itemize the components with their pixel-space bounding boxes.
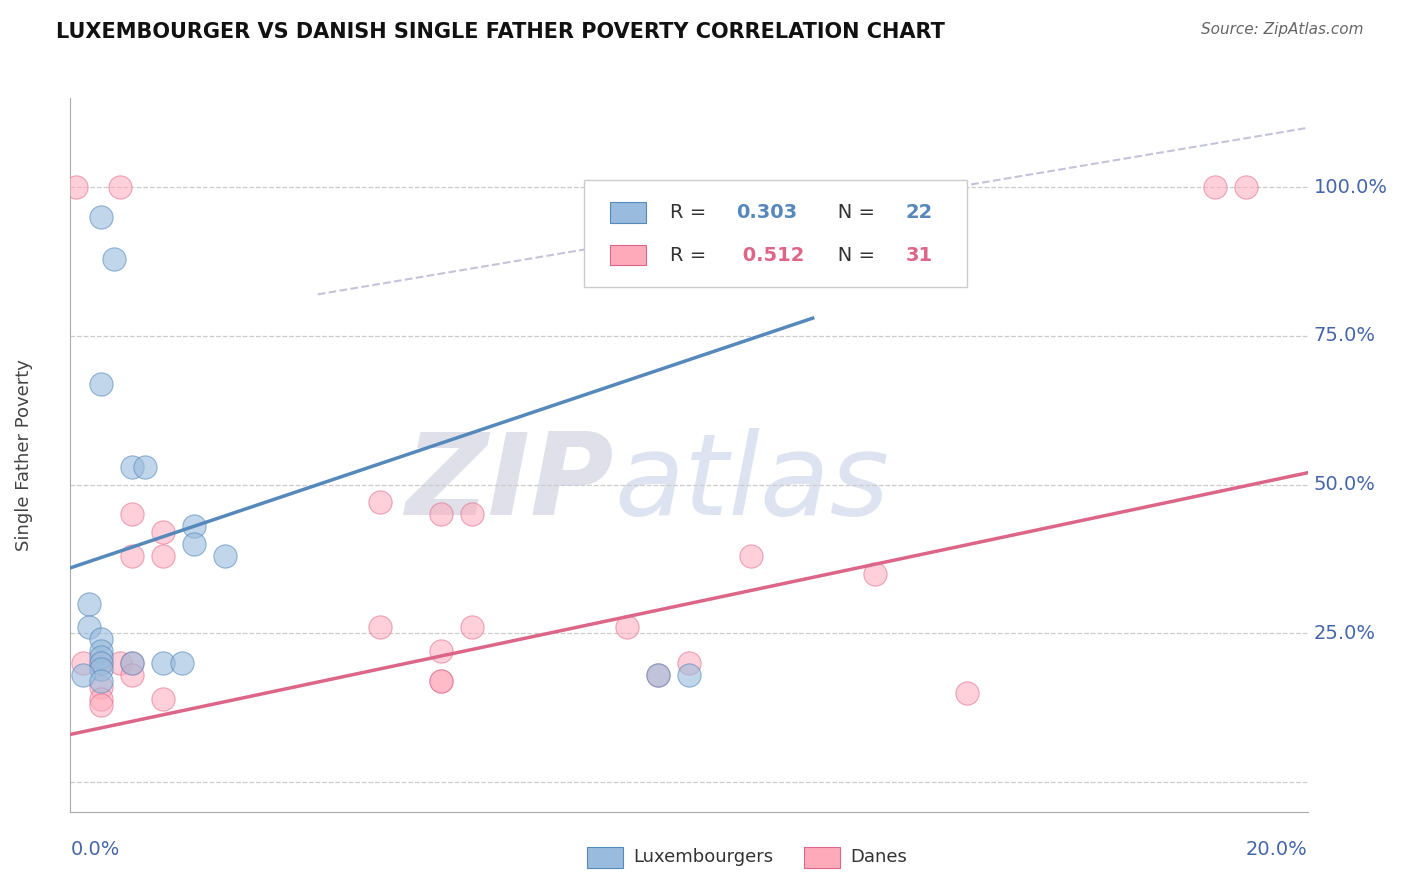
Point bbox=[121, 508, 143, 522]
Point bbox=[90, 662, 112, 676]
FancyBboxPatch shape bbox=[583, 180, 967, 287]
Point bbox=[461, 508, 484, 522]
Point bbox=[90, 210, 112, 224]
Point bbox=[121, 459, 143, 474]
Point bbox=[430, 673, 453, 688]
Point bbox=[1204, 180, 1226, 194]
Point bbox=[183, 537, 205, 551]
Point bbox=[368, 495, 391, 509]
Point bbox=[616, 620, 638, 634]
Point bbox=[90, 376, 112, 391]
Text: Single Father Poverty: Single Father Poverty bbox=[15, 359, 34, 551]
Point bbox=[72, 668, 94, 682]
Point bbox=[108, 656, 131, 670]
Point bbox=[152, 549, 174, 563]
Point bbox=[90, 680, 112, 694]
Point bbox=[77, 620, 100, 634]
Text: 0.0%: 0.0% bbox=[70, 840, 120, 859]
Point bbox=[90, 673, 112, 688]
Text: R =: R = bbox=[671, 245, 713, 265]
Text: Source: ZipAtlas.com: Source: ZipAtlas.com bbox=[1201, 22, 1364, 37]
Text: 20.0%: 20.0% bbox=[1246, 840, 1308, 859]
Text: 22: 22 bbox=[905, 202, 932, 222]
Text: N =: N = bbox=[818, 202, 882, 222]
Text: Danes: Danes bbox=[849, 848, 907, 866]
Point bbox=[90, 632, 112, 647]
Point bbox=[647, 668, 669, 682]
Point bbox=[863, 566, 886, 581]
Text: atlas: atlas bbox=[614, 428, 890, 539]
Point bbox=[121, 549, 143, 563]
Point bbox=[430, 644, 453, 658]
Text: 50.0%: 50.0% bbox=[1313, 475, 1375, 494]
Point bbox=[65, 180, 87, 194]
Point bbox=[90, 691, 112, 706]
Point bbox=[152, 691, 174, 706]
Point bbox=[740, 549, 762, 563]
Text: 0.303: 0.303 bbox=[735, 202, 797, 222]
Text: ZIP: ZIP bbox=[406, 428, 614, 539]
Point bbox=[121, 656, 143, 670]
FancyBboxPatch shape bbox=[610, 202, 645, 223]
Point bbox=[108, 180, 131, 194]
Text: R =: R = bbox=[671, 202, 713, 222]
Point bbox=[103, 252, 125, 266]
Point bbox=[90, 656, 112, 670]
Point bbox=[183, 519, 205, 533]
Point bbox=[678, 656, 700, 670]
FancyBboxPatch shape bbox=[610, 244, 645, 266]
Point bbox=[90, 656, 112, 670]
Point bbox=[90, 644, 112, 658]
Point bbox=[152, 525, 174, 540]
Point bbox=[90, 650, 112, 665]
Point bbox=[368, 620, 391, 634]
Point bbox=[152, 656, 174, 670]
Point bbox=[430, 673, 453, 688]
Point bbox=[1234, 180, 1257, 194]
Text: 75.0%: 75.0% bbox=[1313, 326, 1375, 345]
Point bbox=[121, 668, 143, 682]
Point bbox=[121, 656, 143, 670]
Point bbox=[678, 668, 700, 682]
Text: 0.512: 0.512 bbox=[735, 245, 804, 265]
Point bbox=[170, 656, 193, 670]
Text: Luxembourgers: Luxembourgers bbox=[633, 848, 773, 866]
Text: 31: 31 bbox=[905, 245, 932, 265]
Point bbox=[461, 620, 484, 634]
Point bbox=[77, 597, 100, 611]
FancyBboxPatch shape bbox=[804, 847, 839, 868]
Point bbox=[214, 549, 236, 563]
Point bbox=[134, 459, 156, 474]
Text: N =: N = bbox=[818, 245, 882, 265]
Point bbox=[430, 508, 453, 522]
Text: 100.0%: 100.0% bbox=[1313, 178, 1388, 197]
Text: 25.0%: 25.0% bbox=[1313, 624, 1375, 643]
Point bbox=[956, 686, 979, 700]
Point bbox=[647, 668, 669, 682]
FancyBboxPatch shape bbox=[588, 847, 623, 868]
Text: LUXEMBOURGER VS DANISH SINGLE FATHER POVERTY CORRELATION CHART: LUXEMBOURGER VS DANISH SINGLE FATHER POV… bbox=[56, 22, 945, 42]
Point bbox=[90, 698, 112, 712]
Point bbox=[72, 656, 94, 670]
